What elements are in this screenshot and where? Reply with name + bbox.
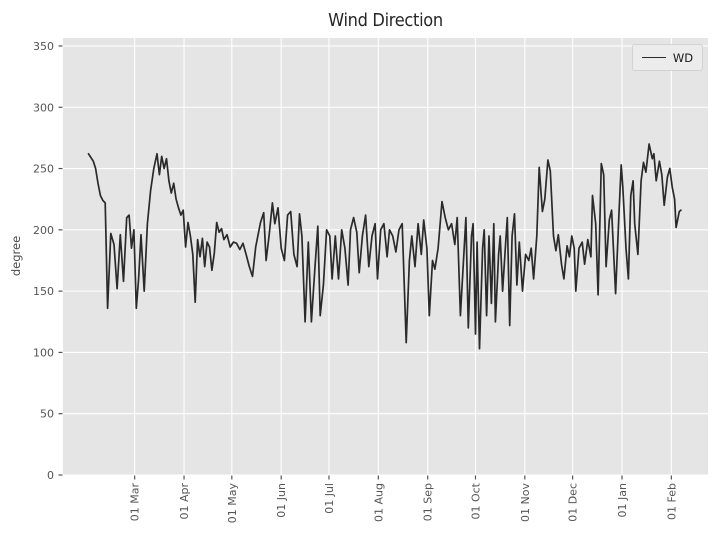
x-tick-label: 01 Jun	[275, 483, 288, 518]
x-tick-label: 01 Aug	[372, 483, 385, 522]
y-tick-label: 100	[33, 346, 54, 359]
y-tick-label: 200	[33, 224, 54, 237]
plot-background	[63, 38, 708, 475]
legend: WD	[632, 44, 703, 71]
x-tick-label: 01 Dec	[567, 483, 580, 522]
x-tick-label: 01 Apr	[178, 483, 191, 520]
y-tick-label: 300	[33, 101, 54, 114]
x-tick-label: 01 Jul	[323, 483, 336, 514]
legend-line-sample-icon	[641, 57, 666, 58]
x-tick-label: 01 May	[226, 483, 239, 524]
x-tick-label: 01 Sep	[422, 483, 435, 521]
legend-label: WD	[672, 50, 694, 65]
y-tick-label: 0	[47, 469, 54, 482]
x-tick-label: 01 Mar	[129, 483, 142, 522]
y-axis-label: degree	[9, 235, 23, 277]
chart-title: Wind Direction	[328, 10, 443, 31]
x-tick-label: 01 Oct	[469, 482, 482, 519]
y-tick-label: 350	[33, 40, 54, 53]
x-tick-label: 01 Jan	[616, 483, 629, 517]
series-line-wd	[87, 143, 682, 350]
y-tick-label: 50	[40, 408, 54, 421]
x-tick-label: 01 Feb	[665, 483, 678, 520]
x-tick-label: 01 Nov	[519, 483, 532, 522]
y-tick-label: 250	[33, 163, 54, 176]
y-tick-label: 150	[33, 285, 54, 298]
